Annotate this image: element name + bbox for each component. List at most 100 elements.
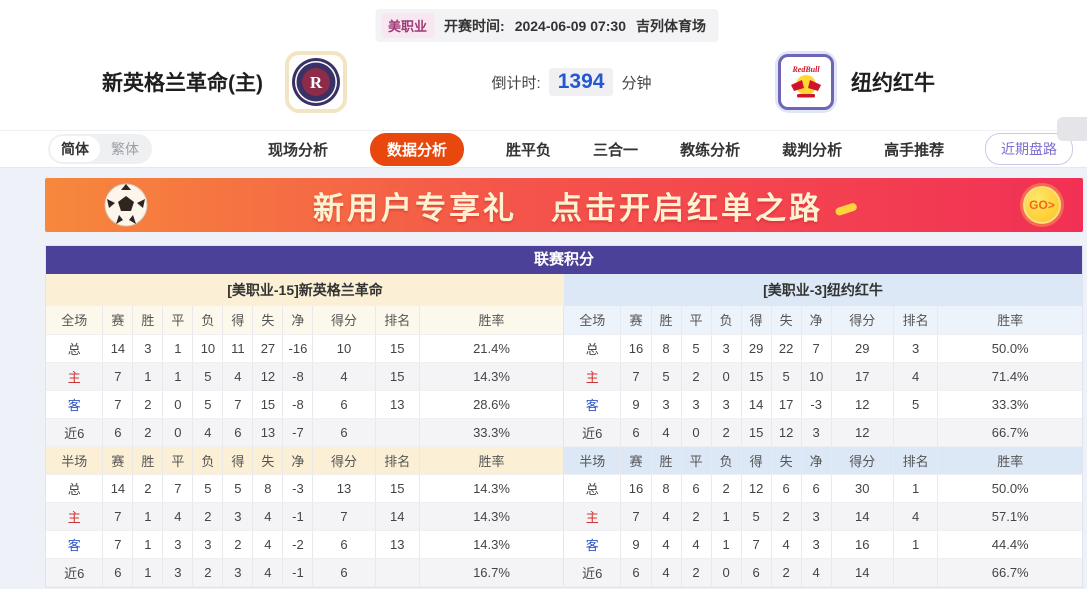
stats-cell: 7: [801, 334, 832, 363]
stats-cell: 15: [375, 474, 421, 503]
stats-cell: 6: [620, 558, 652, 587]
lang-simplified-button[interactable]: 简体: [50, 136, 100, 162]
stats-cell: 胜率: [937, 306, 1082, 335]
stats-cell: 1: [132, 362, 164, 391]
stats-row: 主 7 1 1 5 4 12 -8 4 15 14.3%: [46, 362, 564, 391]
go-button[interactable]: GO>: [1023, 186, 1061, 224]
stats-cell: 12: [252, 362, 284, 391]
stats-cell: 4: [252, 558, 284, 587]
stats-cell: 2: [192, 502, 224, 531]
stats-cell: 失: [252, 306, 284, 335]
lang-traditional-button[interactable]: 繁体: [111, 141, 139, 157]
promo-banner[interactable]: 新用户专享礼 点击开启红单之路 GO>: [45, 178, 1083, 232]
stats-cell: 14.3%: [419, 502, 564, 531]
stats-cell: 0: [162, 390, 194, 419]
stats-cell: 3: [681, 390, 712, 419]
nav-tab[interactable]: 三合一: [593, 141, 639, 159]
stats-cell: 7: [222, 390, 254, 419]
stats-cell: 14.3%: [419, 530, 564, 559]
stats-cell: 27: [252, 334, 284, 363]
stats-cell: 胜: [651, 306, 682, 335]
stats-cell: 6: [102, 418, 134, 447]
stats-cell: 50.0%: [937, 474, 1082, 503]
stats-cell: -1: [282, 502, 314, 531]
stats-cell: 客: [564, 530, 622, 559]
stats-cell: -2: [282, 530, 314, 559]
stats-cell: 12: [741, 474, 772, 503]
stats-cell: 2: [681, 502, 712, 531]
nav-tab[interactable]: 裁判分析: [782, 141, 843, 159]
stats-cell: 7: [620, 362, 652, 391]
teams-row: 新英格兰革命(主) R 倒计时: 1394 分钟 RedBull: [0, 42, 1087, 122]
stats-cell: 2: [771, 558, 802, 587]
stats-row: 总 14 2 7 5 5 8 -3 13 15 14.3%: [46, 474, 564, 503]
nav-tab[interactable]: 高手推荐: [884, 141, 945, 159]
nav-tab[interactable]: 胜平负: [506, 141, 552, 159]
stats-cell: -1: [282, 558, 314, 587]
stats-cell: 14: [741, 390, 772, 419]
stats-cell: 29: [831, 334, 894, 363]
stats-cell: 3: [651, 390, 682, 419]
column-header-row: 半场赛胜平负得失净得分 排名 胜率: [46, 446, 564, 475]
stats-cell: 57.1%: [937, 502, 1082, 531]
stats-cell: 近6: [564, 558, 622, 587]
stats-cell: 13: [375, 530, 421, 559]
stats-cell: 平: [681, 446, 712, 475]
stats-cell: [893, 558, 939, 587]
stats-cell: 得分: [831, 446, 894, 475]
svg-text:R: R: [310, 73, 323, 92]
stats-cell: 2: [132, 390, 164, 419]
stats-row: 近6 6 4 2 0 6 2 4 14 66.7%: [564, 558, 1082, 587]
stats-cell: 胜: [651, 446, 682, 475]
stats-cell: 0: [681, 418, 712, 447]
column-header-row: 半场赛胜平负得失净得分 排名 胜率: [564, 446, 1082, 475]
stats-cell: 6: [312, 530, 376, 559]
stats-cell: 13: [375, 390, 421, 419]
stats-row: 总 16 8 5 3 29 22 7 29 3 50.0%: [564, 334, 1082, 363]
stats-cell: 8: [651, 334, 682, 363]
stats-cell: 15: [252, 390, 284, 419]
venue: 吉列体育场: [636, 17, 706, 34]
stats-cell: 负: [711, 306, 742, 335]
away-team-logo: RedBull: [775, 51, 837, 113]
stats-cell: 平: [681, 306, 712, 335]
home-team: 新英格兰革命(主) R: [102, 51, 347, 113]
stats-cell: 失: [771, 306, 802, 335]
stats-cell: 15: [741, 418, 772, 447]
stats-cell: 21.4%: [419, 334, 564, 363]
stats-cell: 总: [564, 334, 622, 363]
stats-cell: -8: [282, 362, 314, 391]
stats-row: 主 7 4 2 1 5 2 3 14 4 57.1%: [564, 502, 1082, 531]
stats-cell: 4: [651, 530, 682, 559]
stats-cell: 4: [312, 362, 376, 391]
stats-cell: 33.3%: [937, 390, 1082, 419]
stats-cell: 7: [102, 390, 134, 419]
stats-cell: 赛: [620, 306, 652, 335]
stats-cell: 2: [222, 530, 254, 559]
stats-row: 总 14 3 1 10 11 27 -16 10 15 21.4%: [46, 334, 564, 363]
stats-cell: 13: [312, 474, 376, 503]
stats-cell: 3: [801, 530, 832, 559]
stats-cell: 14: [102, 474, 134, 503]
content-area: 新用户专享礼 点击开启红单之路 GO> 联赛积分 [美职业-15]新英格兰革命 […: [0, 168, 1087, 588]
stats-cell: [893, 418, 939, 447]
stats-cell: 2: [771, 502, 802, 531]
stats-cell: 3: [711, 390, 742, 419]
away-team: RedBull 纽约红牛: [775, 51, 935, 113]
stats-cell: 1: [711, 530, 742, 559]
nav-tab[interactable]: 教练分析: [680, 141, 741, 159]
stats-cell: 13: [252, 418, 284, 447]
stats-cell: 4: [651, 558, 682, 587]
stats-cell: 3: [162, 558, 194, 587]
svg-text:RedBull: RedBull: [791, 65, 820, 74]
stats-cell: 14: [831, 558, 894, 587]
stats-cell: 15: [375, 334, 421, 363]
stats-cell: 得: [222, 446, 254, 475]
stats-cell: 4: [681, 530, 712, 559]
nav-tab[interactable]: 现场分析: [268, 141, 329, 159]
league-badge[interactable]: 美职业: [381, 13, 435, 38]
floating-widget[interactable]: [1057, 117, 1087, 141]
home-standings-header: [美职业-15]新英格兰革命: [46, 274, 564, 306]
nav-tab[interactable]: 数据分析: [370, 132, 465, 166]
stats-cell: 29: [741, 334, 772, 363]
